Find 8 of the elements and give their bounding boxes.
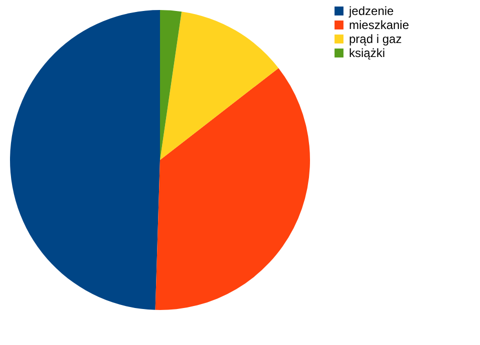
legend-label: jedzenie [348, 4, 394, 18]
pie-slice [155, 68, 310, 310]
pie-slice [160, 12, 279, 160]
pie-slice [10, 10, 160, 310]
legend-label: prąd i gaz [349, 32, 402, 46]
legend-label: mieszkanie [349, 18, 410, 32]
legend-label: książki [349, 46, 386, 60]
pie-slice [160, 10, 182, 160]
